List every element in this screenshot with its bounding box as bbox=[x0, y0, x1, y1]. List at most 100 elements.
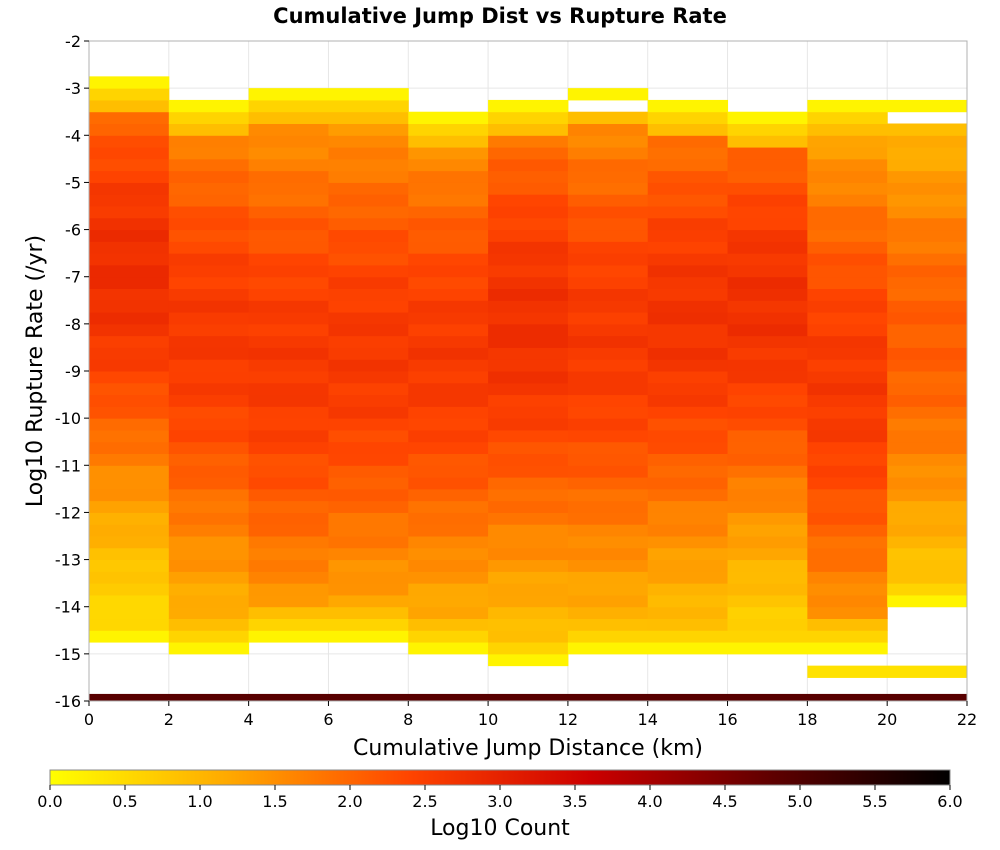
heatmap-cell bbox=[488, 488, 569, 502]
x-tick-label: 4 bbox=[244, 710, 254, 729]
heatmap-cell bbox=[168, 253, 250, 266]
colorbar-tick-label: 6.0 bbox=[937, 792, 962, 811]
heatmap-cell bbox=[727, 536, 808, 549]
heatmap-cell bbox=[727, 335, 808, 348]
y-tick-label: -7 bbox=[65, 268, 81, 287]
heatmap-cell bbox=[807, 606, 888, 619]
y-tick-label: -10 bbox=[55, 409, 81, 428]
heatmap-cell bbox=[567, 630, 649, 643]
heatmap-cell bbox=[727, 170, 808, 183]
heatmap-cell bbox=[567, 194, 649, 207]
axes: 0 2 4 6 8 10 12 14 16 18 20 22 -2 -3 -4 -5 -6 -7 -8 -9 -10 -1… bbox=[55, 32, 977, 729]
heatmap-cell bbox=[488, 583, 569, 596]
heatmap-cell bbox=[807, 642, 888, 655]
heatmap-cell bbox=[647, 111, 729, 124]
heatmap-cell bbox=[727, 111, 808, 124]
heatmap-cell bbox=[647, 512, 729, 525]
heatmap-cell bbox=[89, 264, 170, 278]
heatmap-cell bbox=[647, 488, 729, 502]
heatmap-cell bbox=[248, 500, 329, 513]
heatmap-cell bbox=[168, 477, 250, 490]
heatmap-cell bbox=[567, 488, 649, 502]
heatmap-cell bbox=[647, 618, 729, 631]
heatmap-cell bbox=[328, 512, 409, 525]
heatmap-cell bbox=[887, 323, 968, 337]
heatmap-cell bbox=[647, 418, 729, 431]
heatmap-cell bbox=[807, 123, 888, 136]
heatmap-cell bbox=[887, 429, 968, 443]
heatmap-cell bbox=[328, 276, 409, 289]
heatmap-cell bbox=[488, 382, 569, 396]
x-tick-label: 22 bbox=[957, 710, 977, 729]
heatmap-cell bbox=[328, 465, 409, 478]
colorbar-label: Log10 Count bbox=[430, 816, 570, 841]
heatmap-cell bbox=[89, 194, 170, 207]
heatmap-cell bbox=[567, 465, 649, 478]
heatmap-cell bbox=[488, 606, 569, 619]
heatmap-cell bbox=[89, 547, 170, 561]
heatmap-cell bbox=[408, 583, 489, 596]
heatmap-cell bbox=[168, 194, 250, 207]
colorbar-tick-label: 0.5 bbox=[112, 792, 137, 811]
heatmap-cell bbox=[168, 371, 250, 384]
heatmap-cell bbox=[168, 429, 250, 443]
heatmap-cell bbox=[248, 99, 329, 113]
heatmap-cell bbox=[328, 547, 409, 561]
heatmap-cell bbox=[168, 99, 250, 113]
heatmap-cell bbox=[248, 630, 329, 643]
heatmap-cell bbox=[168, 630, 250, 643]
heatmap-cell bbox=[567, 547, 649, 561]
heatmap-cell bbox=[168, 382, 250, 396]
heatmap-cell bbox=[887, 524, 968, 537]
heatmap-cell bbox=[727, 229, 808, 242]
heatmap-cell bbox=[647, 253, 729, 266]
heatmap-cell bbox=[248, 371, 329, 384]
heatmap-cell bbox=[408, 642, 489, 655]
heatmap-cell bbox=[328, 135, 409, 148]
heatmap-cell bbox=[328, 312, 409, 325]
heatmap-cell bbox=[647, 147, 729, 160]
heatmap-cell bbox=[567, 524, 649, 537]
heatmap-cell bbox=[248, 524, 329, 537]
heatmap-cell bbox=[727, 394, 808, 407]
heatmap-cell bbox=[89, 359, 170, 372]
heatmap-cell bbox=[408, 194, 489, 207]
heatmap-cell bbox=[488, 135, 569, 148]
heatmap-cell bbox=[727, 323, 808, 337]
heatmap-cell bbox=[248, 512, 329, 525]
heatmap-cell bbox=[807, 406, 888, 419]
heatmap-cell bbox=[89, 88, 170, 101]
heatmap-cell bbox=[248, 288, 329, 301]
heatmap-cell bbox=[328, 170, 409, 183]
heatmap-cell bbox=[248, 111, 329, 124]
heatmap-cell bbox=[807, 583, 888, 596]
heatmap-cell bbox=[408, 135, 489, 148]
y-tick-label: -5 bbox=[65, 173, 81, 192]
heatmap-cell bbox=[647, 429, 729, 443]
heatmap-cell bbox=[168, 583, 250, 596]
heatmap-cell bbox=[488, 241, 569, 254]
heatmap-cell bbox=[408, 477, 489, 490]
heatmap-cell bbox=[567, 111, 649, 124]
colorbar-tick-label: 3.0 bbox=[487, 792, 512, 811]
heatmap-cell bbox=[168, 300, 250, 313]
heatmap-cell bbox=[887, 488, 968, 502]
heatmap-cell bbox=[807, 253, 888, 266]
heatmap-cell bbox=[89, 429, 170, 443]
heatmap-cell bbox=[647, 99, 729, 113]
heatmap-cell bbox=[647, 264, 729, 278]
heatmap-cell bbox=[887, 382, 968, 396]
heatmap-cell bbox=[567, 406, 649, 419]
heatmap-cell bbox=[807, 147, 888, 160]
heatmap-cell bbox=[248, 429, 329, 443]
heatmap-cell bbox=[328, 429, 409, 443]
heatmap-cell bbox=[168, 606, 250, 619]
heatmap-cell bbox=[887, 512, 968, 525]
heatmap-cell bbox=[328, 583, 409, 596]
heatmap-cell bbox=[168, 500, 250, 513]
heatmap-cell bbox=[647, 500, 729, 513]
x-tick-label: 20 bbox=[877, 710, 897, 729]
heatmap-cell bbox=[168, 418, 250, 431]
heatmap-cell bbox=[727, 583, 808, 596]
heatmap-cell bbox=[727, 500, 808, 513]
